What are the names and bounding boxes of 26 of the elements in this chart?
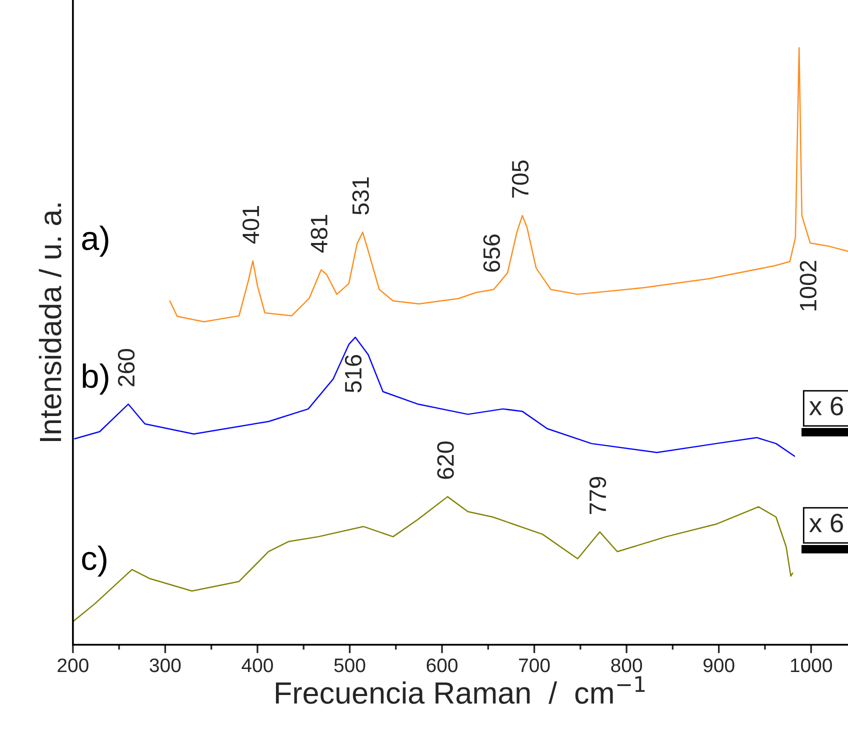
series-label: b) — [82, 364, 108, 395]
x-tick-label: 900 — [704, 658, 734, 672]
x-tick-label: 800 — [611, 658, 642, 672]
annotation: 779 — [589, 476, 606, 514]
annotation: 705 — [512, 160, 529, 198]
x-tick-label: 1000 — [790, 658, 832, 672]
annotation: 401 — [242, 206, 260, 244]
annotation: 531 — [352, 177, 369, 215]
x-tick-label: 300 — [150, 658, 181, 672]
annotation: 260 — [118, 349, 135, 386]
x-tick-label: 600 — [426, 658, 458, 672]
annotation: 516 — [344, 354, 362, 392]
text: a) — [82, 226, 108, 257]
annotation: 620 — [437, 442, 454, 479]
annotation: 1002 — [800, 260, 817, 310]
annotation: x 6 — [809, 514, 843, 532]
annotation: x 6 — [809, 396, 843, 416]
x-axis-title: Frecuencia Raman / cm$^{−1}$ — [276, 676, 645, 704]
annotation: 656 — [483, 234, 500, 272]
y-axis-title: Intensidada / u. a. — [38, 204, 62, 441]
x-tick-label: 200 — [58, 658, 88, 672]
series-label: c) — [82, 546, 106, 577]
x-tick-label: 400 — [242, 658, 273, 672]
x-tick-label: 700 — [519, 658, 550, 672]
x-tick-label: 500 — [334, 658, 366, 672]
annotation: 481 — [310, 214, 328, 253]
